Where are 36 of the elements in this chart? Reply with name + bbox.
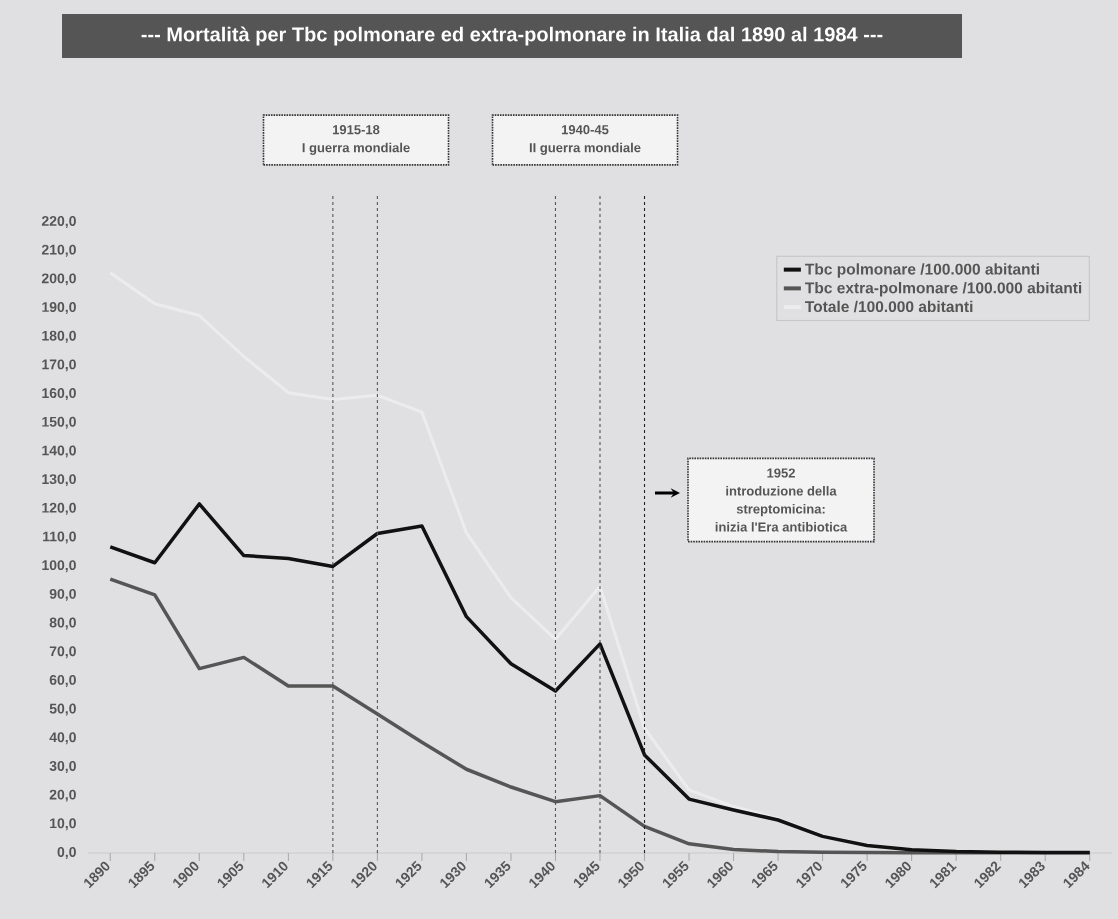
- text: II guerra mondiale: [529, 142, 641, 155]
- text: 1915-18: [332, 125, 380, 135]
- legend-label: Tbc polmonare /100.000 abitanti: [805, 263, 1039, 278]
- y-tick-label: 90,0: [49, 588, 76, 601]
- text: 1940-45: [561, 125, 609, 135]
- y-tick-label: 110,0: [43, 531, 76, 544]
- y-tick-label: 0,0: [57, 847, 76, 859]
- y-tick-label: 50,0: [49, 703, 76, 716]
- y-tick-label: 150,0: [42, 416, 76, 429]
- y-tick-label: 180,0: [42, 330, 76, 343]
- y-tick-label: 220,0: [41, 216, 76, 228]
- y-tick-label: 10,0: [50, 818, 76, 831]
- y-tick-label: 170,0: [42, 359, 76, 372]
- annotation: streptomicina:: [736, 504, 825, 517]
- y-tick-label: 120,0: [42, 502, 76, 515]
- y-tick-label: 190,0: [42, 302, 76, 315]
- text: I guerra mondiale: [302, 142, 410, 155]
- annotation: 1952: [767, 468, 795, 478]
- annotation: inizia l'Era antibiotica: [715, 522, 848, 532]
- y-tick-label: 160,0: [42, 388, 76, 401]
- y-tick-label: 130,0: [42, 474, 76, 487]
- y-tick-label: 60,0: [49, 674, 76, 687]
- y-tick-label: 30,0: [49, 760, 76, 773]
- y-tick-label: 140,0: [42, 445, 76, 458]
- y-tick-label: 20,0: [49, 789, 76, 802]
- y-tick-label: 40,0: [49, 732, 76, 745]
- legend-label: Tbc extra-polmonare /100.000 abitanti: [805, 282, 1082, 297]
- line-series: [108, 502, 1092, 855]
- y-tick-label: 70,0: [49, 646, 76, 659]
- y-tick-label: 80,0: [49, 617, 76, 630]
- y-tick-label: 210,0: [41, 244, 76, 257]
- y-tick-label: 200,0: [41, 273, 76, 286]
- y-tick-label: 100,0: [42, 560, 76, 573]
- chart-title: --- Mortalità per Tbc polmonare ed extra-polmonare in Italia dal 1890 al 1984 ---: [141, 26, 883, 46]
- legend-label: Totale /100.000 abitanti: [805, 300, 973, 313]
- annotation: introduzione della: [726, 486, 837, 496]
